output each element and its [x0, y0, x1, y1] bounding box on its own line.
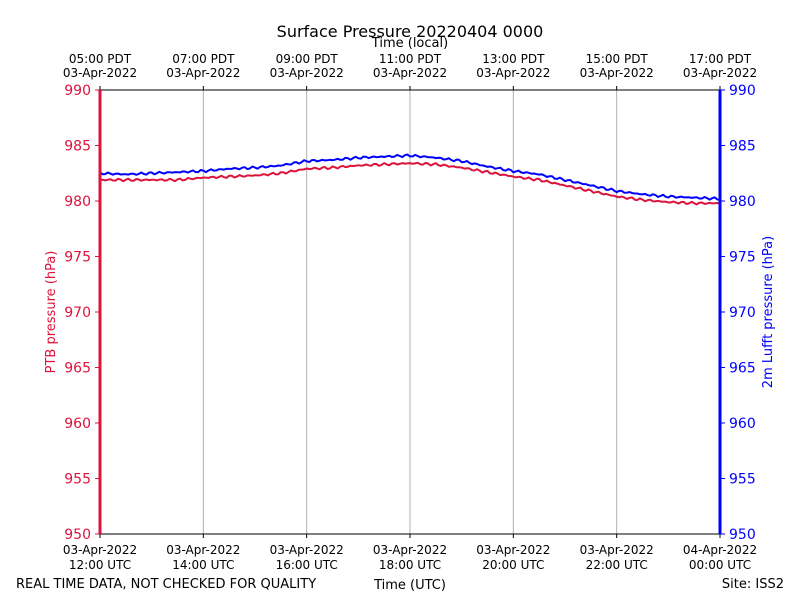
right-y-tick-label: 965 [729, 361, 756, 377]
x-tick-label-time: 00:00 UTC [689, 558, 751, 572]
x-tick-label-date: 03-Apr-2022 [270, 543, 344, 557]
left-y-tick-label: 990 [64, 83, 91, 99]
left-y-tick-label: 955 [64, 472, 91, 488]
top-tick-label-time: 05:00 PDT [69, 52, 132, 66]
top-tick-label-date: 03-Apr-2022 [683, 66, 757, 80]
right-y-tick-label: 990 [729, 83, 756, 99]
bottom-axis-label: Time (UTC) [373, 578, 446, 593]
top-tick-label-time: 17:00 PDT [689, 52, 752, 66]
top-tick-label-time: 13:00 PDT [482, 52, 545, 66]
top-tick-label-date: 03-Apr-2022 [580, 66, 654, 80]
right-axis-label: 2m Lufft pressure (hPa) [761, 236, 776, 388]
left-y-tick-label: 965 [64, 361, 91, 377]
x-tick-label-time: 12:00 UTC [69, 558, 131, 572]
top-tick-label-time: 09:00 PDT [276, 52, 339, 66]
left-y-axis: 950 955 960 965 970 975 980 985 990 [64, 83, 100, 543]
left-axis-label: PTB pressure (hPa) [44, 251, 59, 374]
ptb-pressure-line [99, 161, 721, 206]
x-tick-label-date: 03-Apr-2022 [476, 543, 550, 557]
top-tick-label-date: 03-Apr-2022 [63, 66, 137, 80]
chart-title: Surface Pressure 20220404 0000 [277, 22, 544, 41]
right-y-tick-label: 960 [729, 416, 756, 432]
left-y-tick-label: 975 [64, 250, 91, 266]
x-tick-label-date: 04-Apr-2022 [683, 543, 757, 557]
x-tick-label-date: 03-Apr-2022 [63, 543, 137, 557]
right-y-tick-label: 975 [729, 250, 756, 266]
site-label: Site: ISS2 [722, 577, 784, 592]
x-tick-label-time: 14:00 UTC [172, 558, 234, 572]
series-lines [99, 153, 721, 206]
left-y-tick-label: 960 [64, 416, 91, 432]
right-y-tick-label: 985 [729, 139, 756, 155]
x-tick-label-date: 03-Apr-2022 [373, 543, 447, 557]
left-y-tick-label: 970 [64, 305, 91, 321]
top-tick-label-time: 07:00 PDT [172, 52, 235, 66]
right-y-axis: 950 955 960 965 970 975 980 985 990 [720, 83, 756, 543]
top-tick-label-time: 11:00 PDT [379, 52, 442, 66]
x-tick-label-time: 22:00 UTC [586, 558, 648, 572]
top-axis-label: Time (local) [371, 36, 448, 51]
left-y-tick-label: 985 [64, 139, 91, 155]
x-tick-label-time: 20:00 UTC [482, 558, 544, 572]
x-tick-label-time: 18:00 UTC [379, 558, 441, 572]
x-tick-label-date: 03-Apr-2022 [166, 543, 240, 557]
x-tick-label-time: 16:00 UTC [276, 558, 338, 572]
top-tick-label-time: 15:00 PDT [586, 52, 649, 66]
quality-note: REAL TIME DATA, NOT CHECKED FOR QUALITY [16, 577, 316, 592]
left-y-tick-label: 950 [64, 527, 91, 543]
right-y-tick-label: 970 [729, 305, 756, 321]
right-y-tick-label: 980 [729, 194, 756, 210]
left-y-tick-label: 980 [64, 194, 91, 210]
grid [202, 90, 618, 534]
top-tick-label-date: 03-Apr-2022 [373, 66, 447, 80]
top-tick-label-date: 03-Apr-2022 [476, 66, 550, 80]
lufft-pressure-line [99, 153, 721, 201]
top-tick-label-date: 03-Apr-2022 [166, 66, 240, 80]
right-y-tick-label: 955 [729, 472, 756, 488]
x-tick-label-date: 03-Apr-2022 [580, 543, 654, 557]
right-y-tick-label: 950 [729, 527, 756, 543]
top-tick-label-date: 03-Apr-2022 [270, 66, 344, 80]
